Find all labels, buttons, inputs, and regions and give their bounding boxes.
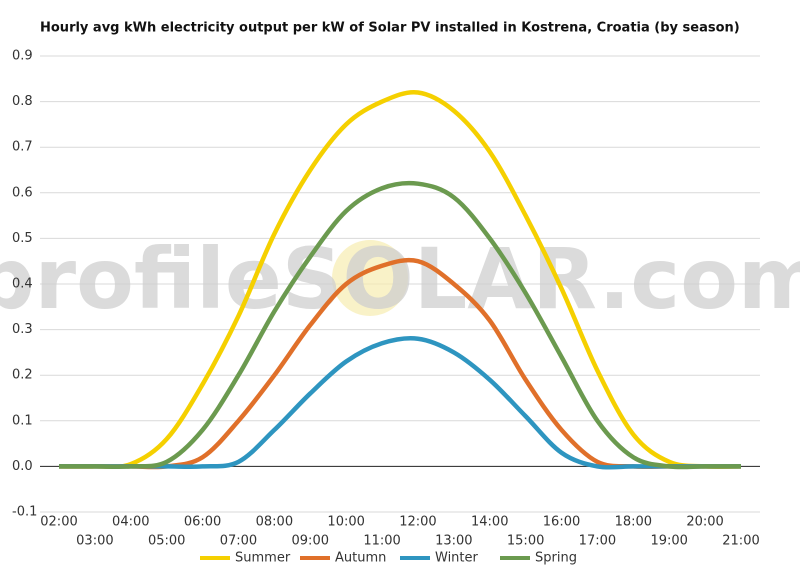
legend-label: Winter (435, 551, 479, 566)
y-tick-label: 0.7 (12, 140, 33, 155)
x-tick-label: 21:00 (722, 534, 759, 549)
legend-label: Summer (235, 551, 291, 566)
series-line (58, 336, 741, 470)
x-tick-label: 10:00 (327, 515, 364, 530)
x-tick-label: 11:00 (363, 534, 400, 549)
x-tick-label: 17:00 (579, 534, 616, 549)
y-tick-label: 0.3 (12, 322, 33, 337)
x-tick-label: 19:00 (650, 534, 687, 549)
x-tick-label: 02:00 (40, 515, 77, 530)
x-tick-label: 14:00 (471, 515, 508, 530)
chart-title: Hourly avg kWh electricity output per kW… (40, 21, 740, 36)
y-tick-label: -0.1 (12, 505, 37, 520)
x-tick-label: 04:00 (112, 515, 149, 530)
series-line (58, 89, 742, 470)
x-tick-label: 08:00 (256, 515, 293, 530)
y-tick-label: 0.8 (12, 94, 33, 109)
x-tick-label: 16:00 (543, 515, 580, 530)
x-tick-label: 09:00 (292, 534, 329, 549)
x-tick-label: 15:00 (507, 534, 544, 549)
y-tick-label: 0.5 (12, 231, 33, 246)
x-tick-label: 12:00 (399, 515, 436, 530)
x-tick-label: 05:00 (148, 534, 185, 549)
x-tick-label: 18:00 (615, 515, 652, 530)
y-tick-label: 0.9 (12, 49, 33, 64)
series-line (58, 180, 741, 470)
y-tick-label: 0.6 (12, 185, 33, 200)
x-tick-label: 06:00 (184, 515, 221, 530)
x-tick-label: 13:00 (435, 534, 472, 549)
y-tick-label: 0.4 (12, 277, 33, 292)
legend-label: Autumn (335, 551, 386, 566)
y-tick-label: 0.1 (12, 413, 33, 428)
x-tick-label: 20:00 (686, 515, 723, 530)
legend-label: Spring (535, 551, 577, 566)
watermark: profileSOLAR.com (0, 230, 800, 328)
y-tick-label: 0.2 (12, 368, 33, 383)
x-tick-label: 07:00 (220, 534, 257, 549)
y-tick-label: 0.0 (12, 459, 33, 474)
watermark-sun (332, 240, 408, 316)
x-tick-label: 03:00 (76, 534, 113, 549)
